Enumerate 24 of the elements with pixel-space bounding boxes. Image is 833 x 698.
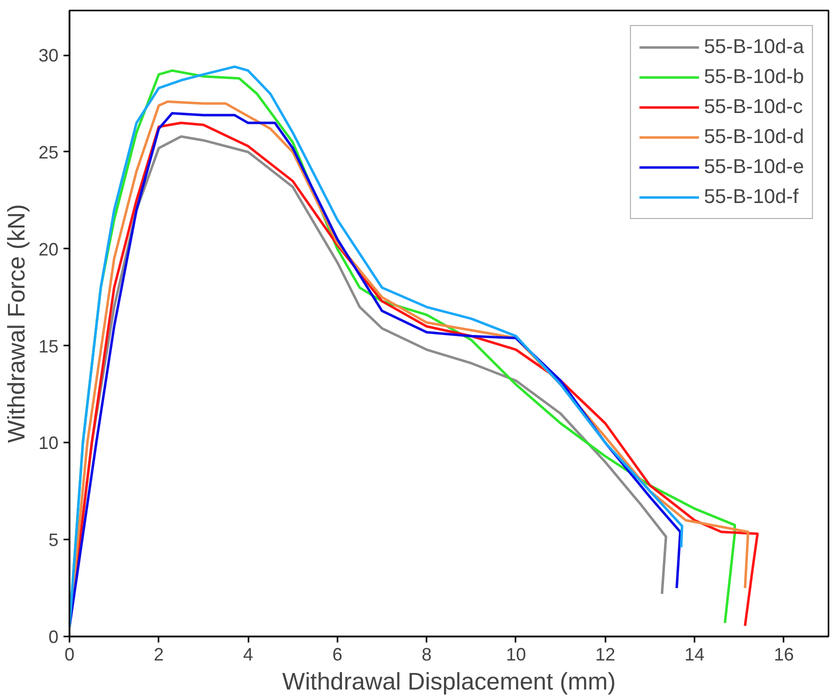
x-tick-label: 0 — [64, 644, 75, 664]
y-tick-label: 10 — [38, 433, 59, 454]
legend-label: 55-B-10d-e — [704, 154, 804, 180]
y-tick-label: 0 — [48, 627, 59, 647]
y-tick-label: 30 — [38, 46, 59, 66]
y-tick-label: 5 — [48, 530, 59, 550]
x-tick-label: 6 — [332, 644, 342, 664]
x-tick-label: 14 — [684, 644, 705, 664]
y-tick-label: 20 — [38, 239, 59, 260]
x-tick-label: 4 — [243, 644, 254, 664]
y-tick-label: 15 — [38, 336, 59, 356]
legend-label: 55-B-10d-f — [704, 184, 798, 210]
y-tick-label: 25 — [38, 142, 59, 162]
x-tick-label: 16 — [774, 644, 794, 664]
x-tick-label: 2 — [154, 644, 164, 664]
legend-label: 55-B-10d-b — [704, 64, 804, 90]
x-tick-label: 12 — [595, 644, 616, 664]
y-axis-title: Withdrawal Force (kN) — [3, 204, 30, 443]
legend-label: 55-B-10d-a — [704, 34, 804, 60]
x-axis-title: Withdrawal Displacement (mm) — [282, 668, 616, 696]
legend-label: 55-B-10d-c — [704, 94, 803, 120]
x-tick-label: 10 — [506, 644, 526, 664]
x-tick-label: 8 — [422, 644, 432, 664]
legend-label: 55-B-10d-d — [704, 124, 804, 150]
